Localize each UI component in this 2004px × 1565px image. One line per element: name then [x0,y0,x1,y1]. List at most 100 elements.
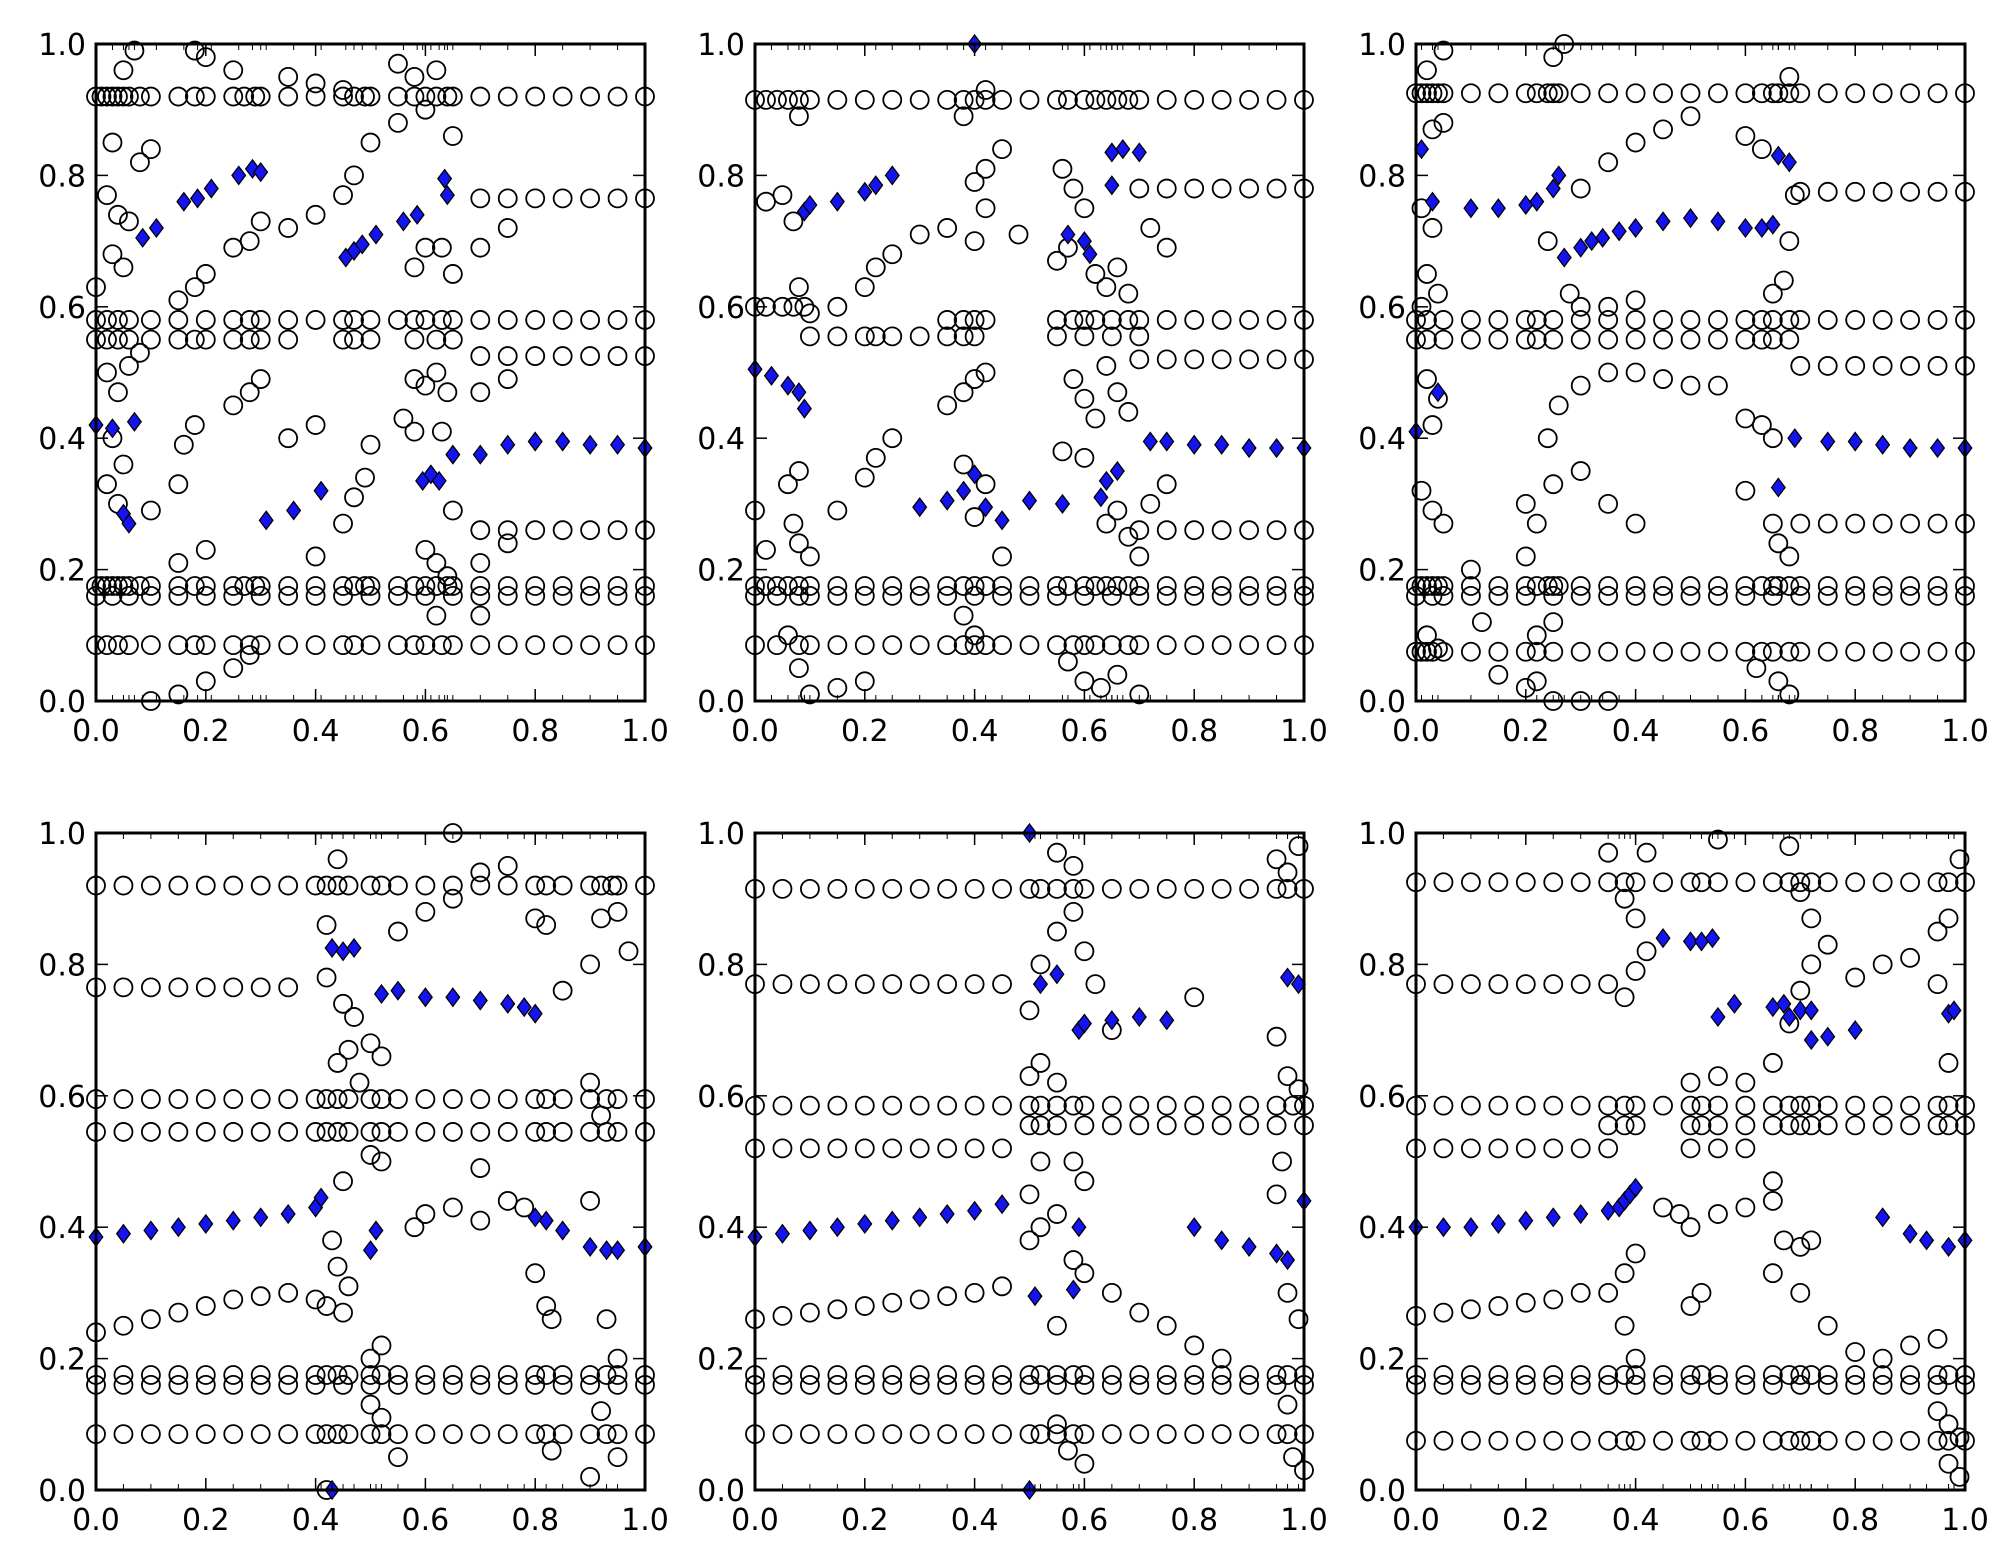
circle-point [1790,980,1811,1001]
x-tick-label: 0.8 [1831,1503,1879,1538]
circle-point [1156,635,1177,656]
circle-point [360,1089,381,1109]
circle-point [580,1122,600,1142]
y-tick-label: 0.4 [38,1211,86,1246]
circle-point [953,382,974,403]
circle-point [360,310,381,330]
circle-point [1762,329,1783,350]
circle-point [91,86,112,107]
circle-point [1790,1115,1811,1136]
diamond-point [439,185,455,206]
circle-point [1433,576,1454,596]
circle-point [1211,1365,1232,1385]
circle-point [239,645,260,665]
circle-point [1433,310,1454,330]
circle-point [426,86,447,107]
circle-point [1872,954,1893,975]
circle-point [789,533,809,554]
circle-point [1614,1095,1635,1116]
circle-point [108,576,128,596]
diamond-point [1545,178,1561,199]
circle-point [953,310,974,330]
circle-point [552,980,573,1001]
diamond-point [1529,191,1545,212]
y-tick-label: 0.8 [38,159,86,194]
circle-point [1156,1095,1177,1116]
circle-point [1047,326,1067,347]
circle-point [497,188,518,209]
circle-point [1653,83,1673,104]
circle-point [388,1122,408,1142]
x-tick-label: 0.8 [1170,1503,1218,1538]
circle-point [1570,1374,1591,1395]
circle-point [1417,83,1437,104]
circle-point [854,1365,875,1385]
circle-point [278,1365,299,1385]
circle-point [1653,1430,1673,1451]
circle-point [1047,1095,1067,1116]
y-tick-label: 0.2 [1358,1343,1406,1378]
circle-point [1266,89,1287,110]
circle-point [278,218,299,238]
circle-point [1047,250,1067,271]
circle-point [388,1447,408,1468]
circle-point [1118,89,1139,110]
circle-point [1751,139,1772,160]
circle-point [552,86,573,107]
diamond-point [1655,211,1671,232]
circle-point [580,1374,600,1395]
circle-point [333,329,353,350]
circle-point [195,1296,216,1316]
circle-point [250,86,271,107]
diamond-point [1946,1000,1962,1021]
circle-point [607,1424,628,1445]
circle-point [327,875,348,896]
diamond-point [796,398,812,419]
circle-point [1680,641,1701,662]
circle-point [497,218,518,238]
diamond-point [409,204,425,225]
x-tick-label: 0.0 [1392,1503,1440,1538]
circle-point [756,191,776,212]
circle-point [1625,585,1646,606]
x-tick-label: 0.4 [292,1503,340,1538]
circle-point [789,635,809,656]
circle-point [1625,641,1646,662]
circle-point [250,576,271,596]
circle-point [278,875,299,896]
circle-point [426,576,447,596]
circle-point [250,635,271,656]
circle-point [168,977,189,998]
circle-point [1817,1374,1838,1395]
diamond-point [1787,428,1803,449]
circle-point [1461,1095,1481,1116]
circle-point [245,576,266,596]
circle-point [1927,1401,1948,1422]
y-tick-label: 0.8 [1358,948,1406,983]
circle-point [964,878,985,899]
diamond-point [1279,967,1296,988]
circle-point [909,1138,930,1159]
circle-point [1085,408,1106,429]
circle-point [442,126,463,146]
circle-point [1129,520,1150,541]
circle-point [1085,310,1106,330]
circle-point [250,369,271,389]
circle-point [278,1424,299,1445]
circle-point [415,375,436,396]
circle-point [937,1424,958,1445]
circle-point [1614,1365,1635,1385]
circle-point [327,1122,348,1142]
circle-point [789,277,809,297]
circle-point [404,369,425,389]
circle-point [1845,310,1866,330]
circle-point [552,1424,573,1445]
y-tick-label: 0.8 [697,948,745,983]
circle-point [1266,1365,1287,1385]
subplot-1: 0.0 0.2 0.4 0.6 0.8 1.00.00.20.40.60.81.0 [38,28,669,749]
circle-point [975,362,996,383]
circle-point [1543,474,1564,495]
circle-point [536,1122,557,1142]
circle-point [1598,1374,1619,1395]
circle-point [1063,635,1084,656]
